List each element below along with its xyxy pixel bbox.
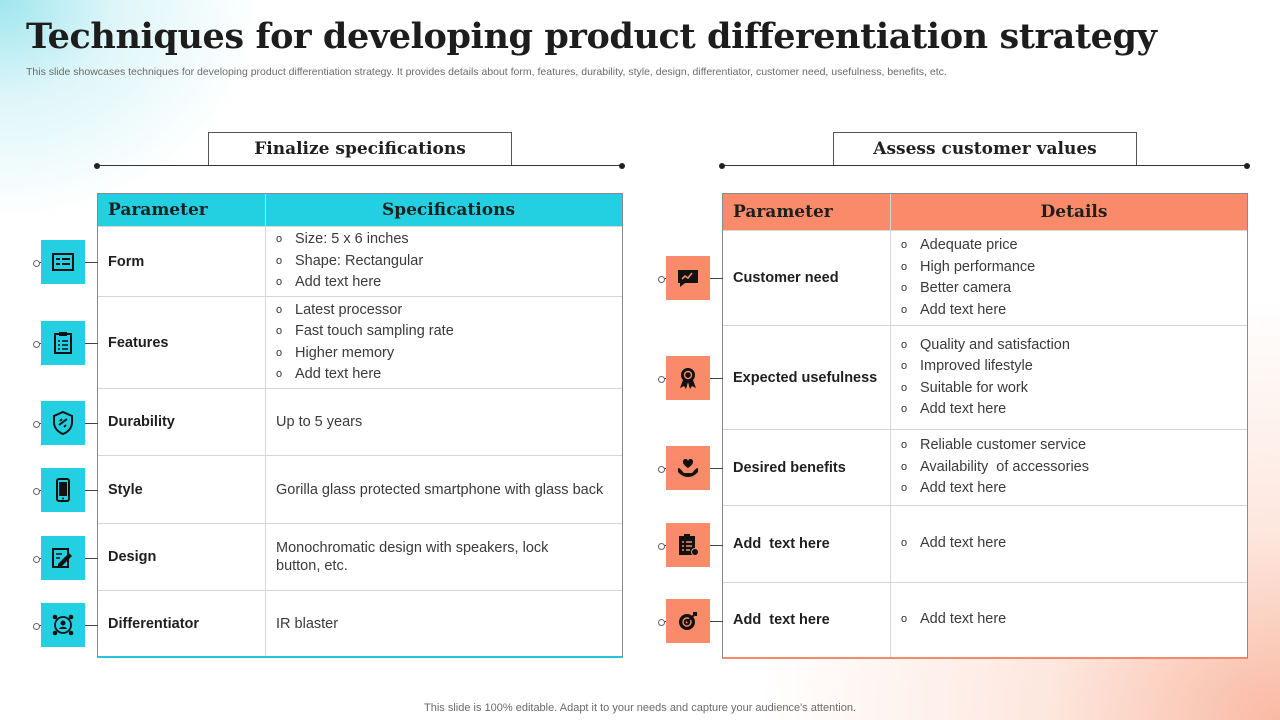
header-details: Details: [1040, 202, 1108, 222]
table-row: Customer need o Adequate price o High perf…: [723, 230, 1247, 325]
network-user-icon: [41, 603, 85, 647]
list-item: o Add text here: [276, 274, 382, 291]
table-row: Style Gorilla glass protected smartphone…: [98, 455, 622, 523]
header-specifications: Specifications: [381, 200, 516, 220]
smartphone-icon: [41, 468, 85, 512]
row-parameter: Design: [98, 524, 266, 590]
row-parameter: Add text here: [723, 583, 891, 657]
header-parameter: Parameter: [98, 194, 266, 226]
row-parameter: Expected usefulness: [723, 326, 891, 429]
list-item: o Size: 5 x 6 inches: [276, 231, 409, 248]
list-item: o High performance: [901, 258, 1036, 275]
table-row: Add text here o Add text here: [723, 505, 1247, 582]
row-specs: Gorilla glass protected smartphone with …: [276, 481, 604, 498]
customer-values-table: Parameter Details Customer need o Adequat…: [722, 193, 1248, 659]
table-row: Expected usefulness o Quality and satisfa…: [723, 325, 1247, 429]
table-row: Design Monochromatic design with speaker…: [98, 523, 622, 590]
hand-heart-icon: [666, 446, 710, 490]
row-details: o Quality and satisfaction o Improved life…: [891, 326, 1247, 429]
row-details: o Reliable customer service o Availability…: [891, 430, 1247, 505]
row-specs: o Size: 5 x 6 inches o Shape: Rectangular …: [266, 227, 621, 296]
table-row: Form o Size: 5 x 6 inches o Shape: Rectang…: [98, 226, 622, 296]
list-item: o Add text here: [901, 480, 1007, 497]
row-parameter: Style: [98, 456, 266, 523]
row-parameter: Desired benefits: [723, 430, 891, 505]
row-parameter: Customer need: [723, 231, 891, 325]
list-item: o Add text here: [901, 301, 1007, 318]
list-item: o Add text here: [901, 535, 1007, 552]
list-item: o Reliable customer service: [901, 437, 1087, 454]
list-item: o Better camera: [901, 280, 1012, 296]
chat-chart-icon: [666, 256, 710, 300]
right-section-title: Assess customer values: [833, 132, 1137, 166]
table-row: Durability Up to 5 years: [98, 388, 622, 455]
row-parameter: Features: [98, 297, 266, 388]
slide-subtitle: This slide showcases techniques for deve…: [26, 66, 947, 78]
specifications-table: Parameter Specifications Form o Size: 5 x…: [97, 193, 623, 658]
list-item: o Improved lifestyle: [901, 358, 1033, 374]
header-parameter: Parameter: [723, 194, 891, 230]
row-parameter: Form: [98, 227, 266, 296]
list-item: o Availability of accessories: [901, 458, 1089, 475]
list-item: o Quality and satisfaction: [901, 336, 1070, 353]
row-details: o Adequate price o High performance o Bette…: [891, 231, 1247, 325]
list-item: o Shape: Rectangular: [276, 252, 424, 269]
list-item: o Higher memory: [276, 344, 395, 361]
row-specs: IR blaster: [276, 615, 339, 632]
table-header: Parameter Details: [723, 194, 1247, 230]
right-section-rule: [719, 162, 1250, 169]
row-details: o Add text here: [891, 506, 1247, 582]
checklist-icon: [666, 523, 710, 567]
clipboard-icon: [41, 321, 85, 365]
row-details: o Add text here: [891, 583, 1247, 657]
table-row: Differentiator IR blaster: [98, 590, 622, 656]
row-specs: o Latest processor o Fast touch sampling r…: [266, 297, 621, 388]
table-row: Add text here o Add text here: [723, 582, 1247, 657]
list-item: o Add text here: [901, 401, 1007, 417]
row-specs: Up to 5 years: [276, 414, 363, 430]
table-row: Desired benefits o Reliable customer serv…: [723, 429, 1247, 505]
shield-icon: [41, 401, 85, 445]
slide-title: Techniques for developing product differ…: [26, 16, 1157, 57]
left-section-title: Finalize specifications: [208, 132, 512, 166]
award-ribbon-icon: [666, 356, 710, 400]
table-header: Parameter Specifications: [98, 194, 622, 226]
list-item: o Add text here: [276, 366, 382, 382]
list-item: o Latest processor: [276, 301, 403, 318]
design-icon: [41, 536, 85, 580]
left-section-rule: [94, 162, 625, 169]
row-parameter: Differentiator: [98, 591, 266, 656]
target-icon: [666, 599, 710, 643]
table-row: Features o Latest processor o Fast touch s…: [98, 296, 622, 388]
list-item: o Adequate price: [901, 237, 1018, 253]
form-icon: [41, 240, 85, 284]
list-item: o Suitable for work: [901, 379, 1028, 396]
list-item: o Add text here: [901, 611, 1007, 628]
slide-footer: This slide is 100% editable. Adapt it to…: [424, 702, 856, 714]
row-specs: Monochromatic design with speakers, lock…: [276, 540, 549, 574]
row-parameter: Add text here: [723, 506, 891, 582]
list-item: o Fast touch sampling rate: [276, 323, 454, 339]
row-parameter: Durability: [98, 389, 266, 455]
